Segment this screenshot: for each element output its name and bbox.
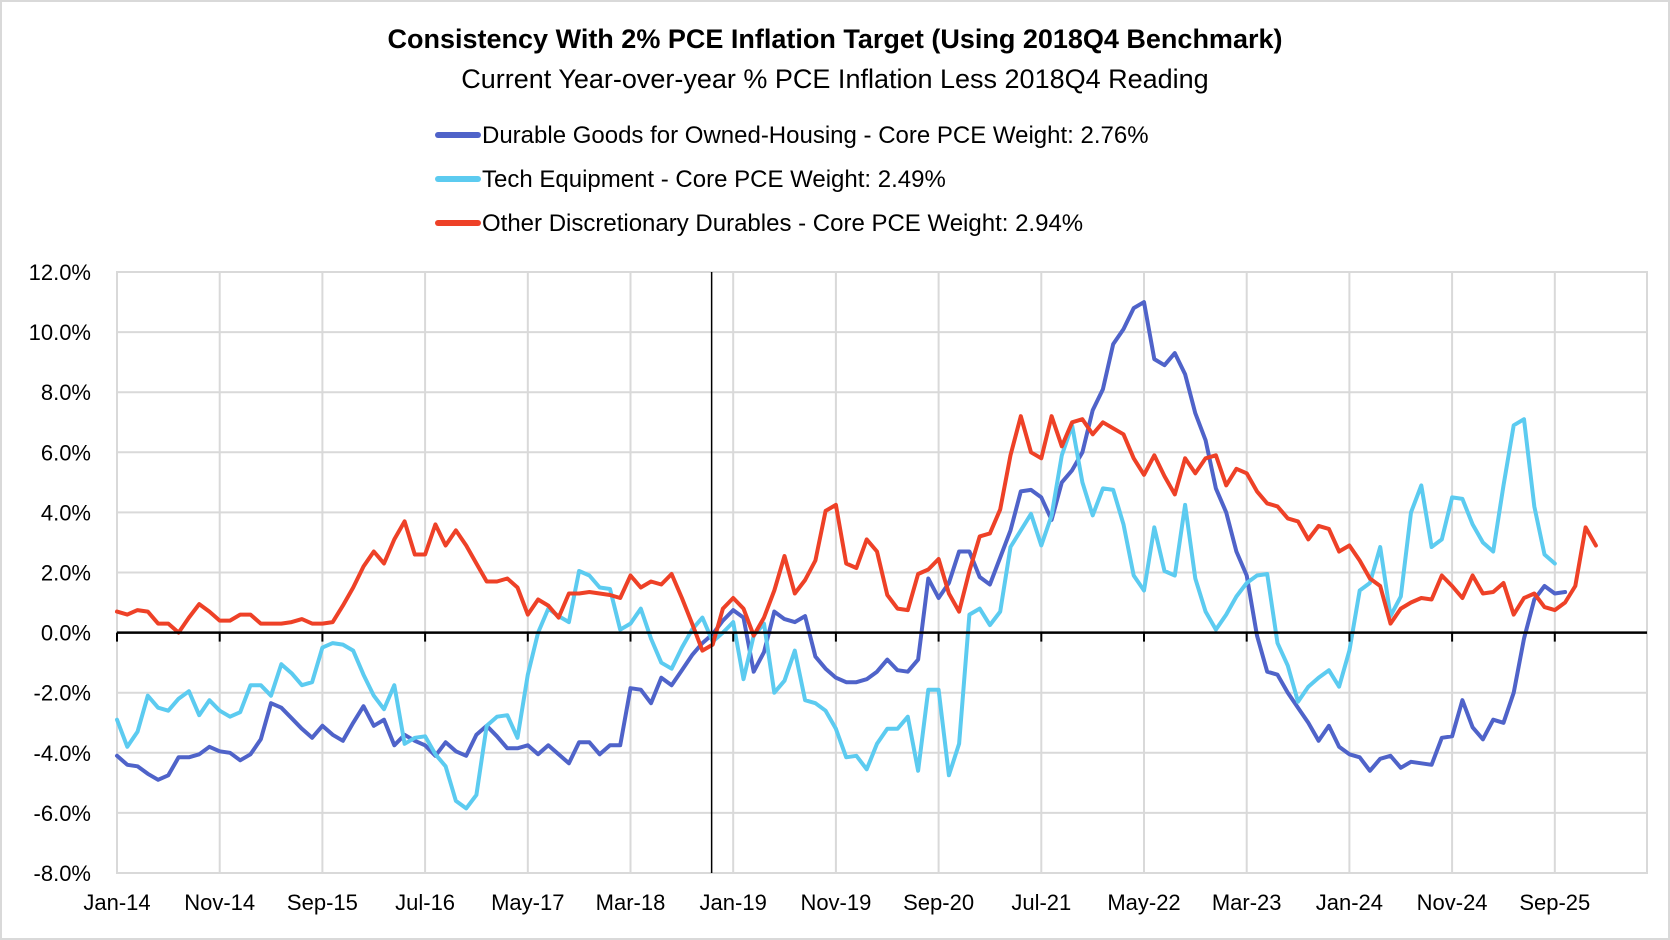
x-tick-label: Mar-23	[1212, 890, 1282, 915]
y-tick-label: -4.0%	[34, 741, 91, 766]
x-tick-label: Nov-14	[184, 890, 255, 915]
x-tick-label: Jul-16	[395, 890, 455, 915]
legend-label-tech-equipment: Tech Equipment - Core PCE Weight: 2.49%	[482, 166, 946, 193]
series-other-discretionary-line	[115, 414, 1598, 653]
legend-label-durable-goods: Durable Goods for Owned-Housing - Core P…	[482, 122, 1149, 149]
gridlines	[116, 271, 1648, 874]
x-tick-label: Jan-19	[700, 890, 767, 915]
series-tech-equipment-line	[115, 417, 1557, 811]
y-tick-label: -2.0%	[34, 681, 91, 706]
y-tick-label: 12.0%	[29, 260, 91, 285]
chart-title: Consistency With 2% PCE Inflation Target…	[388, 24, 1283, 54]
x-tick-label: Jul-21	[1011, 890, 1071, 915]
legend-item-other-discretionary: Other Discretionary Durables - Core PCE …	[435, 210, 1083, 237]
x-tick-label: Sep-15	[287, 890, 358, 915]
y-tick-label: -6.0%	[34, 801, 91, 826]
x-tick-label: May-17	[491, 890, 564, 915]
legend: Durable Goods for Owned-Housing - Core P…	[435, 122, 1149, 237]
x-axis: Jan-14 Nov-14 Sep-15 Jul-16 May-17 Mar-18 Jan-…	[83, 890, 1590, 915]
y-tick-label: 10.0%	[29, 320, 91, 345]
x-tick-label: Sep-25	[1519, 890, 1590, 915]
x-tick-label: Nov-19	[800, 890, 871, 915]
chart-subtitle: Current Year-over-year % PCE Inflation L…	[461, 64, 1208, 94]
y-tick-label: -8.0%	[34, 861, 91, 886]
axes-lines	[116, 272, 1647, 873]
series-durable-goods-line	[115, 300, 1568, 782]
x-tick-label: Sep-20	[903, 890, 974, 915]
y-tick-label: 0.0%	[41, 621, 91, 646]
legend-label-other-discretionary: Other Discretionary Durables - Core PCE …	[482, 210, 1083, 237]
x-tick-label: Mar-18	[596, 890, 666, 915]
legend-item-durable-goods: Durable Goods for Owned-Housing - Core P…	[435, 122, 1149, 149]
y-axis: 12.0% 10.0% 8.0% 6.0% 4.0% 2.0% 0.0% -2.0% -4.0%…	[29, 260, 91, 886]
x-tick-label: Jan-14	[83, 890, 150, 915]
y-tick-label: 4.0%	[41, 500, 91, 525]
y-tick-label: 2.0%	[41, 561, 91, 586]
x-tick-label: Jan-24	[1316, 890, 1383, 915]
x-tick-label: May-22	[1107, 890, 1180, 915]
series-lines	[115, 300, 1598, 811]
y-tick-label: 8.0%	[41, 380, 91, 405]
legend-item-tech-equipment: Tech Equipment - Core PCE Weight: 2.49%	[435, 166, 946, 193]
y-tick-label: 6.0%	[41, 440, 91, 465]
x-tick-label: Nov-24	[1417, 890, 1488, 915]
